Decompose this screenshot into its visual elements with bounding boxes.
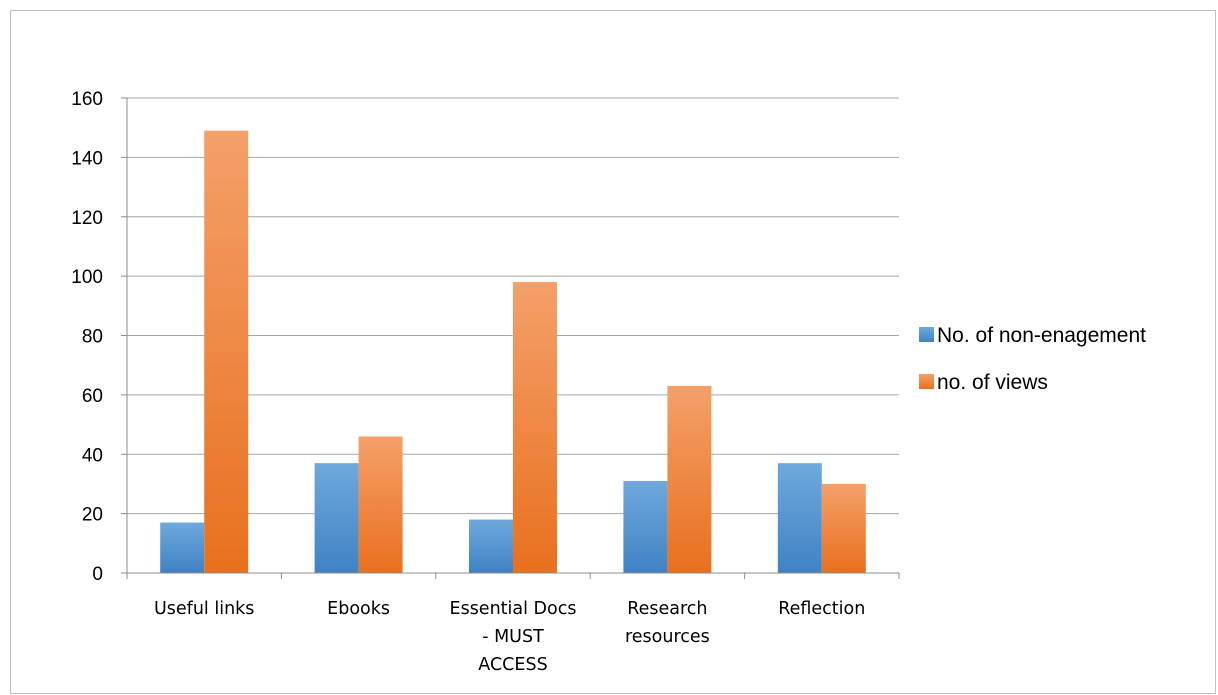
bar-non-engagement-3 bbox=[623, 480, 668, 573]
axes bbox=[121, 97, 900, 579]
bar-non-engagement-1 bbox=[314, 463, 359, 573]
x-category-label: Essential Docs - MUST ACCESS bbox=[450, 599, 577, 675]
y-tick-label: 140 bbox=[71, 148, 103, 169]
legend-label-non-engagement: No. of non-enagement bbox=[937, 324, 1146, 347]
x-category-labels: Useful links Ebooks Essential Docs - MUST AC… bbox=[154, 599, 865, 675]
y-tick-label: 60 bbox=[82, 386, 103, 407]
bar-views-0 bbox=[204, 130, 249, 573]
y-tick-label: 120 bbox=[71, 208, 103, 229]
y-tick-label: 20 bbox=[82, 505, 103, 526]
bar-non-engagement-2 bbox=[469, 519, 513, 573]
bar-views-4 bbox=[821, 483, 866, 573]
y-tick-label: 100 bbox=[71, 267, 103, 288]
y-tick-label: 80 bbox=[82, 327, 103, 348]
x-category-label: Ebooks bbox=[327, 599, 390, 619]
y-tick-labels: 0 20 40 60 80 100 120 140 160 bbox=[71, 89, 103, 585]
x-category-label: Reflection bbox=[778, 599, 865, 619]
x-category-label: Useful links bbox=[154, 599, 254, 619]
bar-views-2 bbox=[513, 282, 557, 573]
y-tick-label: 0 bbox=[92, 564, 103, 585]
legend: No. of non-enagement no. of views bbox=[919, 324, 1146, 394]
y-tick-label: 160 bbox=[71, 89, 103, 110]
bars bbox=[160, 130, 866, 573]
x-category-label: Research resources bbox=[625, 599, 710, 647]
bar-views-3 bbox=[667, 385, 712, 573]
legend-swatch-non-engagement bbox=[919, 327, 934, 342]
legend-label-views: no. of views bbox=[937, 371, 1048, 394]
gridlines bbox=[127, 97, 899, 515]
bar-views-1 bbox=[358, 436, 403, 573]
bar-non-engagement-4 bbox=[777, 463, 822, 573]
y-tick-label: 40 bbox=[82, 445, 103, 466]
bar-non-engagement-0 bbox=[160, 522, 205, 573]
legend-swatch-views bbox=[919, 374, 934, 389]
